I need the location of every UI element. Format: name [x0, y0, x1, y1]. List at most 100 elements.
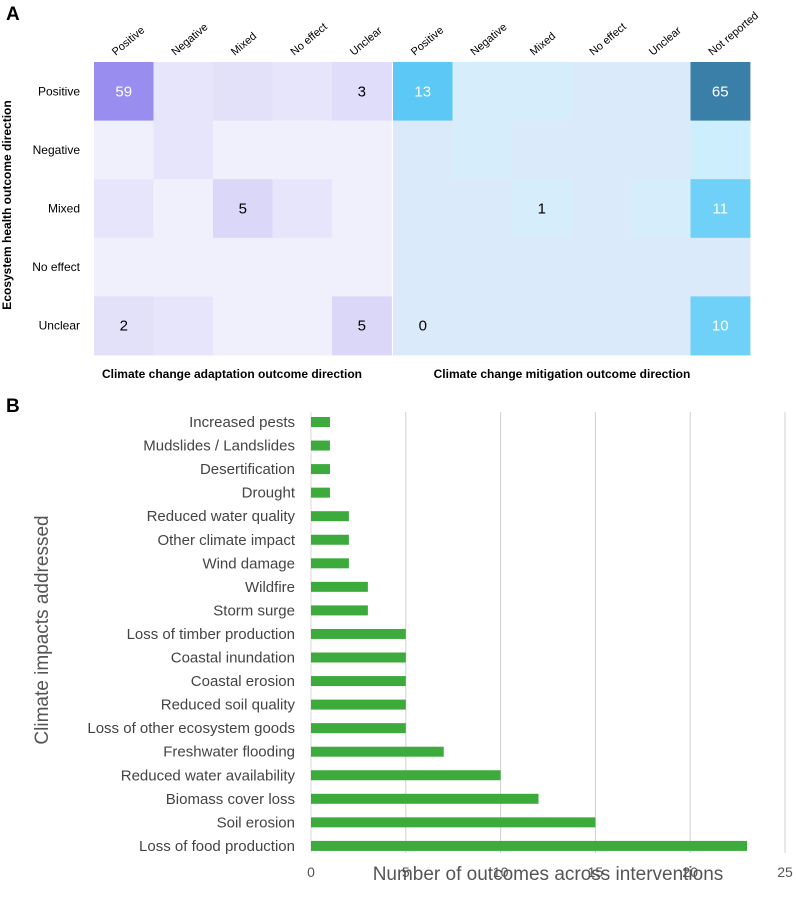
heatmap-row-label: Unclear — [39, 319, 80, 333]
mitigation-cell — [512, 120, 572, 180]
adaptation-cell — [213, 179, 273, 239]
mitigation-cell-label: 1 — [538, 201, 546, 218]
mitigation-cell — [512, 62, 572, 121]
category-label: Reduced soil quality — [161, 697, 296, 714]
bar — [311, 723, 406, 734]
adaptation-cell — [153, 120, 214, 180]
category-label: Increased pests — [189, 414, 295, 431]
adaptation-cell — [94, 62, 154, 121]
adaptation-cell-label: 5 — [239, 201, 247, 218]
mitigation-cell-label: 11 — [712, 201, 728, 218]
bar — [311, 440, 330, 451]
adaptation-cell — [332, 296, 392, 356]
category-label: Biomass cover loss — [166, 791, 295, 808]
adaptation-cell — [94, 120, 154, 180]
category-label: Drought — [242, 485, 296, 502]
category-label: Soil erosion — [217, 814, 295, 831]
adaptation-cell — [272, 237, 333, 297]
mitigation-cell — [631, 179, 691, 239]
bar — [311, 840, 748, 851]
adaptation-cell — [153, 179, 214, 239]
mitigation-cell — [690, 296, 751, 356]
mitigation-cell — [571, 120, 632, 180]
mitigation-column-label: No effect — [587, 21, 628, 58]
adaptation-axis-title: Climate change adaptation outcome direct… — [102, 367, 362, 381]
category-label: Storm surge — [213, 602, 295, 619]
adaptation-cell — [272, 120, 333, 180]
adaptation-cell-label: 2 — [120, 318, 128, 335]
x-tick-label: 15 — [588, 864, 604, 880]
mitigation-cell — [571, 296, 632, 356]
mitigation-cell — [452, 179, 513, 239]
mitigation-column-label: Not reported — [706, 10, 761, 59]
bar-x-axis-title: Number of outcomes across interventions — [373, 864, 724, 885]
panel-a-label: A — [6, 4, 20, 25]
adaptation-cell — [213, 296, 273, 356]
adaptation-cell — [213, 237, 273, 297]
bar — [311, 605, 368, 616]
adaptation-cell — [272, 179, 333, 239]
category-label: Coastal inundation — [171, 650, 295, 667]
heatmap: Positive Negative Mixed No effect Unclear Pos… — [32, 10, 761, 356]
bar — [311, 793, 539, 804]
adaptation-cell — [272, 62, 333, 121]
bar — [311, 770, 501, 781]
mitigation-cell — [512, 296, 572, 356]
mitigation-cell — [690, 237, 751, 297]
category-label: Loss of other ecosystem goods — [87, 720, 295, 737]
mitigation-cell — [690, 179, 751, 239]
adaptation-cell — [153, 296, 214, 356]
adaptation-cell-label: 5 — [358, 318, 366, 335]
bar — [311, 817, 596, 828]
mitigation-cell-label: 10 — [712, 318, 729, 335]
adaptation-cell — [153, 237, 214, 297]
x-tick-label: 10 — [493, 864, 509, 880]
mitigation-cell — [393, 62, 453, 121]
adaptation-column-label: Positive — [110, 24, 147, 58]
mitigation-cell-label: 65 — [712, 83, 729, 100]
mitigation-cell-label: 13 — [414, 83, 431, 100]
bar — [311, 487, 330, 498]
adaptation-column-label: Mixed — [229, 30, 259, 58]
mitigation-cell — [452, 120, 513, 180]
adaptation-cell — [153, 62, 214, 121]
mitigation-column-label: Mixed — [528, 30, 558, 58]
category-label: Desertification — [200, 461, 295, 478]
adaptation-cell — [332, 120, 392, 180]
mitigation-cell — [690, 120, 751, 180]
mitigation-cell — [631, 296, 691, 356]
mitigation-cell — [512, 237, 572, 297]
adaptation-cell — [332, 62, 392, 121]
category-label: Freshwater flooding — [163, 744, 295, 761]
mitigation-axis-title: Climate change mitigation outcome direct… — [434, 367, 691, 381]
adaptation-column-label: Negative — [169, 21, 210, 58]
category-label: Reduced water availability — [121, 767, 296, 784]
category-label: Mudslides / Landslides — [143, 438, 295, 455]
mitigation-cell — [452, 62, 513, 121]
category-label: Coastal erosion — [191, 673, 295, 690]
category-label: Wildfire — [245, 579, 295, 596]
mitigation-column-label: Positive — [409, 24, 446, 58]
mitigation-cell — [571, 237, 632, 297]
bar-chart: 0 5 10 15 20 25 Increased pests Mudslides / Lan… — [87, 412, 793, 880]
mitigation-cell — [631, 120, 691, 180]
bar — [311, 676, 406, 687]
bar — [311, 581, 368, 592]
bar — [311, 534, 349, 545]
adaptation-cell — [213, 62, 273, 121]
bar — [311, 652, 406, 663]
bar-y-axis-title: Climate impacts addressed — [32, 515, 53, 744]
mitigation-cell — [452, 237, 513, 297]
bar — [311, 464, 330, 475]
adaptation-cell-label: 59 — [115, 83, 132, 100]
x-tick-label: 20 — [682, 864, 698, 880]
adaptation-cell-label: 3 — [358, 83, 366, 100]
adaptation-cell — [213, 120, 273, 180]
mitigation-cell — [393, 296, 453, 356]
adaptation-cell — [94, 296, 154, 356]
mitigation-column-label: Negative — [468, 21, 509, 58]
adaptation-cell — [332, 179, 392, 239]
adaptation-cell — [272, 296, 333, 356]
